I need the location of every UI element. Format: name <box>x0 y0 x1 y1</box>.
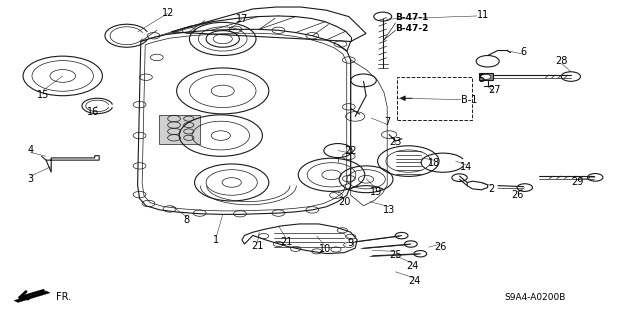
Text: 7: 7 <box>384 117 390 127</box>
Bar <box>397 77 472 120</box>
Text: 24: 24 <box>406 261 419 271</box>
Text: B-1: B-1 <box>461 94 477 105</box>
Text: 28: 28 <box>556 56 568 66</box>
Text: 3: 3 <box>28 174 34 184</box>
Text: 21: 21 <box>280 237 293 248</box>
Polygon shape <box>14 291 50 302</box>
Text: S9A4-A0200B: S9A4-A0200B <box>504 293 566 302</box>
Text: 25: 25 <box>389 249 402 260</box>
Text: 14: 14 <box>460 162 472 173</box>
Text: 21: 21 <box>251 241 264 251</box>
Text: FR.: FR. <box>56 292 72 302</box>
Text: 10: 10 <box>319 244 332 255</box>
Text: 4: 4 <box>28 145 34 155</box>
Polygon shape <box>159 115 200 144</box>
Text: 2: 2 <box>488 184 495 194</box>
Text: 24: 24 <box>408 276 421 286</box>
Text: 19: 19 <box>370 187 383 197</box>
Text: 29: 29 <box>571 177 584 188</box>
Bar <box>479 73 493 80</box>
Text: B-47-2: B-47-2 <box>396 24 429 33</box>
Text: 12: 12 <box>161 8 174 18</box>
Text: 26: 26 <box>434 242 447 252</box>
Text: 18: 18 <box>428 158 440 168</box>
Text: 15: 15 <box>37 90 50 100</box>
Text: 22: 22 <box>344 145 357 156</box>
Text: 20: 20 <box>338 197 351 207</box>
Text: B-47-1: B-47-1 <box>396 13 429 22</box>
Text: 13: 13 <box>383 205 396 215</box>
Text: 9: 9 <box>348 238 354 248</box>
Text: 6: 6 <box>520 47 527 57</box>
Text: 16: 16 <box>86 107 99 117</box>
Text: 23: 23 <box>389 137 402 147</box>
Text: 8: 8 <box>184 215 190 225</box>
Text: 26: 26 <box>511 190 524 200</box>
Text: 1: 1 <box>213 235 220 245</box>
Text: 11: 11 <box>477 10 489 20</box>
Circle shape <box>481 74 491 79</box>
Text: 27: 27 <box>488 85 500 95</box>
Text: 5: 5 <box>478 74 484 84</box>
Text: 17: 17 <box>236 13 248 24</box>
